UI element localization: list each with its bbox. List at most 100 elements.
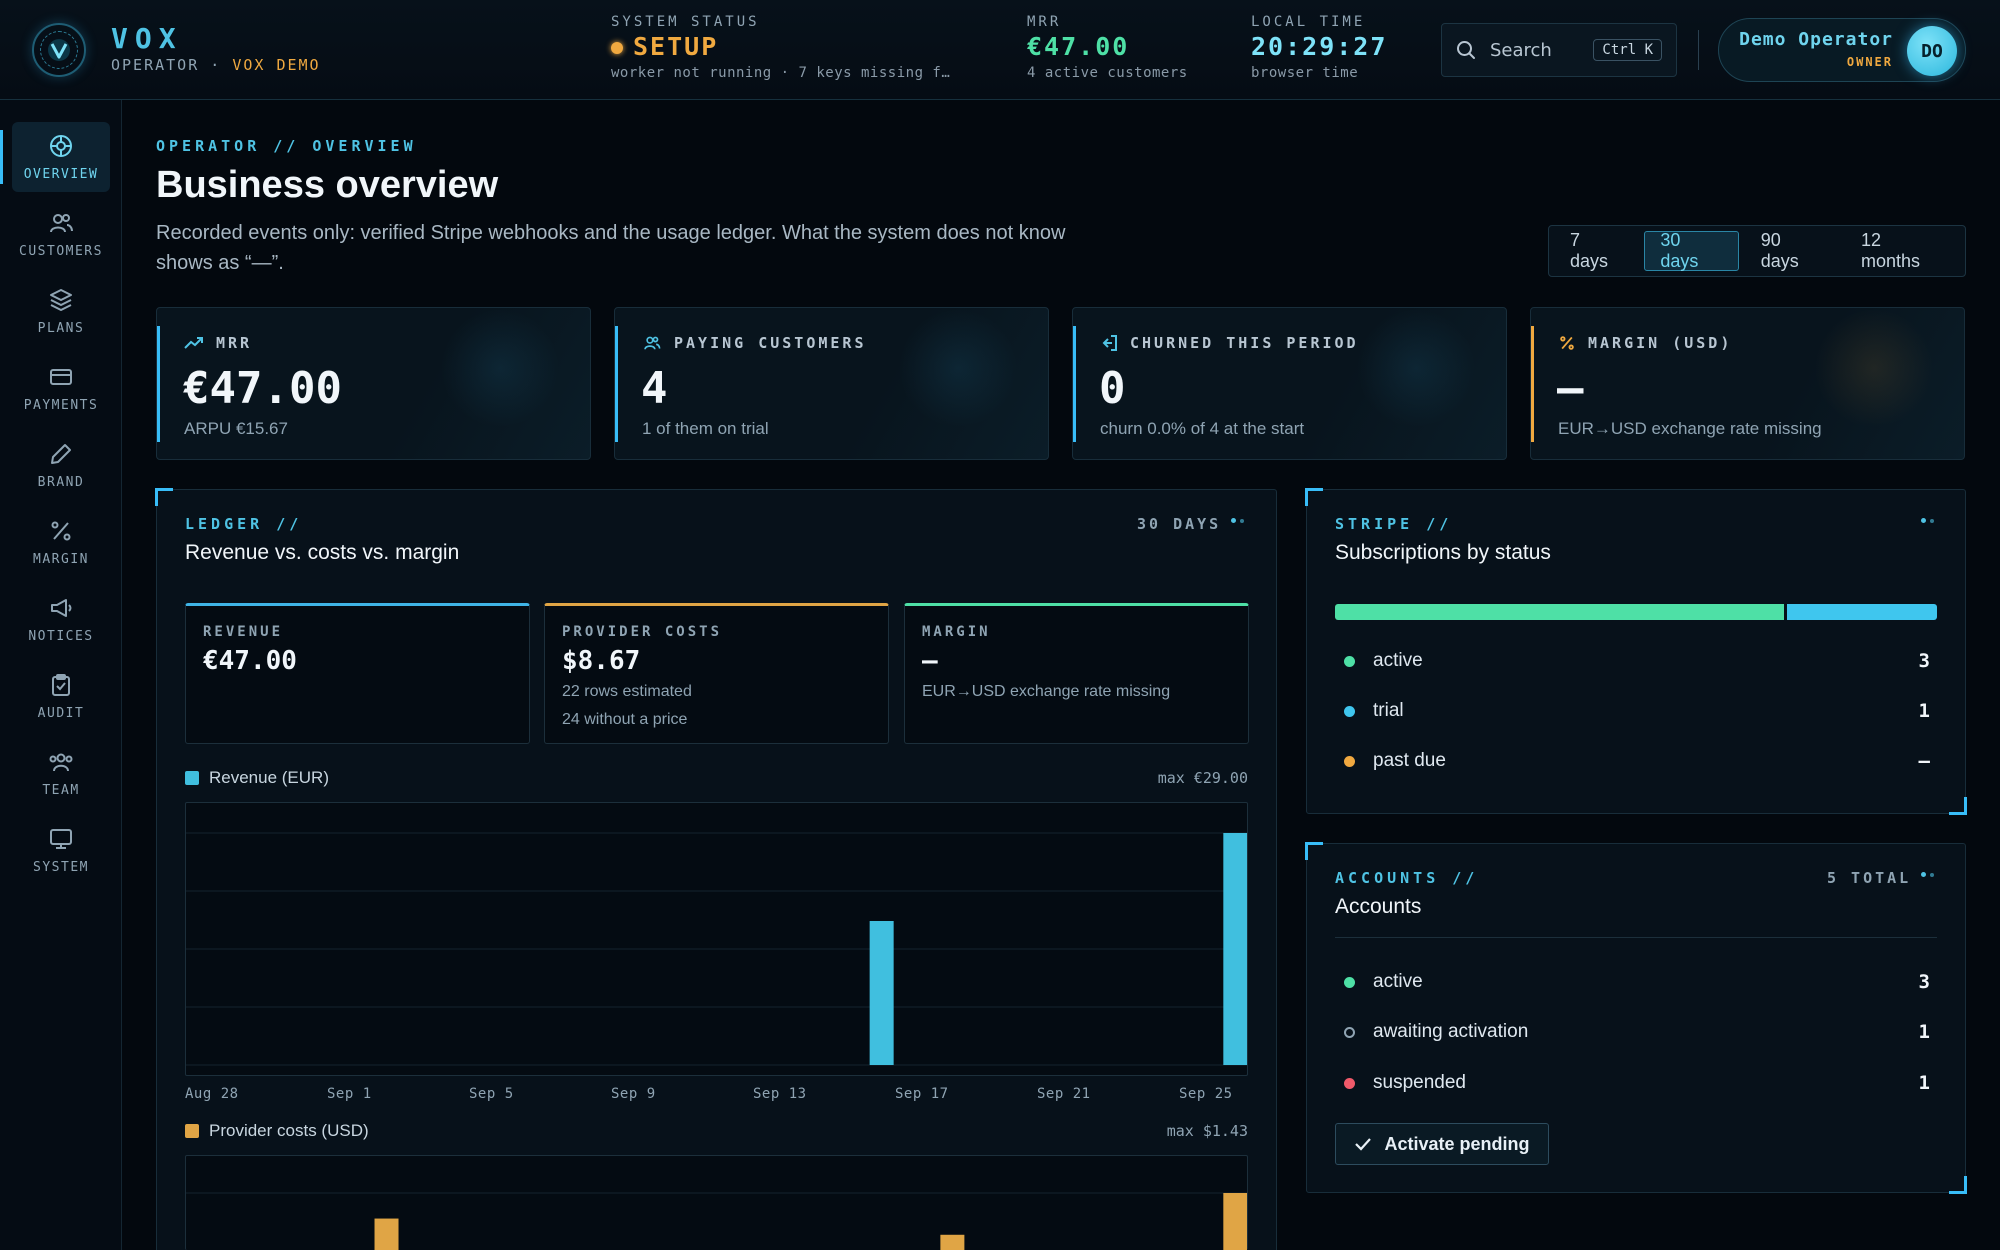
account-row-awaiting[interactable]: awaiting activation 1: [1342, 1017, 1930, 1047]
user-role: OWNER: [1846, 55, 1893, 69]
ledger-costs-card: PROVIDER COSTS $8.67 22 rows estimated 2…: [544, 603, 889, 744]
overview-icon: [50, 134, 72, 157]
x-tick-label: Sep 1: [327, 1086, 372, 1102]
status-bar-segment: [1787, 604, 1937, 620]
logo-v-icon: [48, 39, 70, 61]
x-tick-label: Sep 9: [611, 1086, 656, 1102]
users-icon: [50, 213, 73, 232]
search-icon: [1457, 41, 1475, 59]
sidebar-item-brand[interactable]: BRAND: [12, 430, 110, 500]
app-subtitle: OPERATOR · VOX DEMO: [111, 56, 321, 74]
sidebar-item-team[interactable]: TEAM: [12, 738, 110, 808]
percent-icon: [1560, 336, 1574, 350]
status-ring-icon: [1344, 1026, 1355, 1038]
account-row-suspended[interactable]: suspended 1: [1342, 1068, 1930, 1098]
sidebar-item-payments[interactable]: PAYMENTS: [12, 353, 110, 423]
accounts-total: 5 TOTAL: [1827, 869, 1912, 887]
kpi-paying-customers-value: 4: [641, 363, 668, 414]
system-status-detail: worker not running · 7 keys missing f…: [611, 65, 951, 81]
search-input[interactable]: Search Ctrl K: [1441, 23, 1677, 77]
x-tick-label: Aug 28: [185, 1086, 239, 1102]
x-tick-label: Sep 17: [895, 1086, 949, 1102]
top-bar: VOX OPERATOR · VOX DEMO SYSTEM STATUS SE…: [0, 0, 2000, 100]
range-30-days[interactable]: 30 days: [1644, 230, 1739, 271]
costs-max-label: max $1.43: [1166, 1122, 1248, 1140]
status-dot-icon: [611, 42, 623, 54]
sidebar-item-system[interactable]: SYSTEM: [12, 815, 110, 885]
vox-logo[interactable]: [32, 23, 86, 77]
ledger-costs-value: $8.67: [562, 646, 641, 676]
status-bar-segment: [1335, 604, 1785, 620]
status-dot-icon: [1344, 755, 1355, 767]
ledger-menu-icon[interactable]: [1231, 518, 1244, 523]
app-name: VOX: [111, 22, 183, 55]
status-dot-icon: [1344, 705, 1355, 717]
percent-icon: [51, 521, 71, 540]
exit-icon: [1102, 335, 1117, 351]
header-divider: [1698, 30, 1699, 70]
team-icon: [49, 753, 73, 771]
x-tick-label: Sep 25: [1179, 1086, 1233, 1102]
clipboard-icon: [52, 673, 70, 696]
check-icon: [1355, 1138, 1372, 1151]
accounts-menu-icon[interactable]: [1921, 872, 1934, 877]
accounts-title: Accounts: [1335, 895, 1422, 918]
page-title: Business overview: [156, 164, 499, 206]
ledger-margin-card: MARGIN — EUR→USD exchange rate missing: [904, 603, 1249, 744]
account-row-active[interactable]: active 3: [1342, 967, 1930, 997]
ledger-revenue-card: REVENUE €47.00: [185, 603, 530, 744]
ledger-title: Revenue vs. costs vs. margin: [185, 541, 460, 564]
time-range-selector: 7 days 30 days 90 days 12 months: [1548, 225, 1966, 277]
corner-accent: [1305, 488, 1323, 506]
range-7-days[interactable]: 7 days: [1570, 230, 1609, 271]
subscriptions-menu-icon[interactable]: [1921, 518, 1934, 523]
costs-chart-svg: [186, 1192, 1247, 1250]
costs-chart: [185, 1155, 1248, 1250]
user-name: Demo Operator: [1739, 29, 1893, 50]
sidebar-item-margin[interactable]: MARGIN: [12, 507, 110, 577]
accounts-divider: [1335, 937, 1937, 938]
corner-accent: [1949, 797, 1967, 815]
corner-accent: [155, 488, 173, 506]
subscription-row-active[interactable]: active 3: [1342, 646, 1930, 676]
subscriptions-panel: [1305, 488, 1967, 815]
system-status[interactable]: SYSTEM STATUS SETUP worker not running ·…: [611, 14, 951, 81]
kpi-churned: CHURNED THIS PERIOD 0 churn 0.0% of 4 at…: [1072, 307, 1507, 460]
card-icon: [50, 368, 72, 385]
x-tick-label: Sep 21: [1037, 1086, 1091, 1102]
revenue-chart: [185, 802, 1248, 1076]
costs-legend: Provider costs (USD): [185, 1121, 369, 1141]
sidebar-item-notices[interactable]: NOTICES: [12, 584, 110, 654]
ledger-margin-value: —: [922, 646, 938, 676]
subscription-row-trial[interactable]: trial 1: [1342, 696, 1930, 726]
chart-bar[interactable]: [1223, 833, 1247, 1065]
avatar[interactable]: DO: [1907, 26, 1957, 76]
user-menu[interactable]: Demo Operator OWNER DO: [1718, 18, 1966, 82]
search-placeholder: Search: [1490, 39, 1552, 61]
activate-pending-button[interactable]: Activate pending: [1335, 1123, 1549, 1165]
chart-bar[interactable]: [1223, 1193, 1247, 1250]
sidebar-item-customers[interactable]: CUSTOMERS: [12, 199, 110, 269]
chart-bar[interactable]: [940, 1234, 965, 1250]
kpi-margin: MARGIN (USD) — EUR→USD exchange rate mis…: [1530, 307, 1965, 460]
sidebar-item-audit[interactable]: AUDIT: [12, 661, 110, 731]
legend-swatch: [185, 771, 199, 785]
sidebar-item-plans[interactable]: PLANS: [12, 276, 110, 346]
search-shortcut: Ctrl K: [1593, 39, 1662, 61]
accounts-eyebrow: ACCOUNTS //: [1335, 869, 1479, 887]
kpi-margin-value: —: [1557, 363, 1584, 414]
header-local-time: LOCAL TIME 20:29:27 browser time: [1251, 14, 1388, 81]
subscriptions-eyebrow: STRIPE //: [1335, 515, 1453, 533]
sidebar: OVERVIEW CUSTOMERS PLANS PAYMENTS BRAND …: [0, 100, 122, 1250]
range-90-days[interactable]: 90 days: [1760, 230, 1799, 271]
status-dot-icon: [1344, 1077, 1355, 1089]
chart-bar[interactable]: [869, 921, 894, 1065]
corner-accent: [1305, 842, 1323, 860]
system-status-value: SETUP: [633, 32, 719, 61]
sidebar-item-overview[interactable]: OVERVIEW: [0, 122, 110, 192]
subscription-row-past-due[interactable]: past due —: [1342, 746, 1930, 776]
kpi-mrr-value: €47.00: [183, 363, 342, 414]
chart-bar[interactable]: [374, 1218, 399, 1250]
kpi-churned-value: 0: [1099, 363, 1126, 414]
range-12-months[interactable]: 12 months: [1860, 230, 1920, 271]
